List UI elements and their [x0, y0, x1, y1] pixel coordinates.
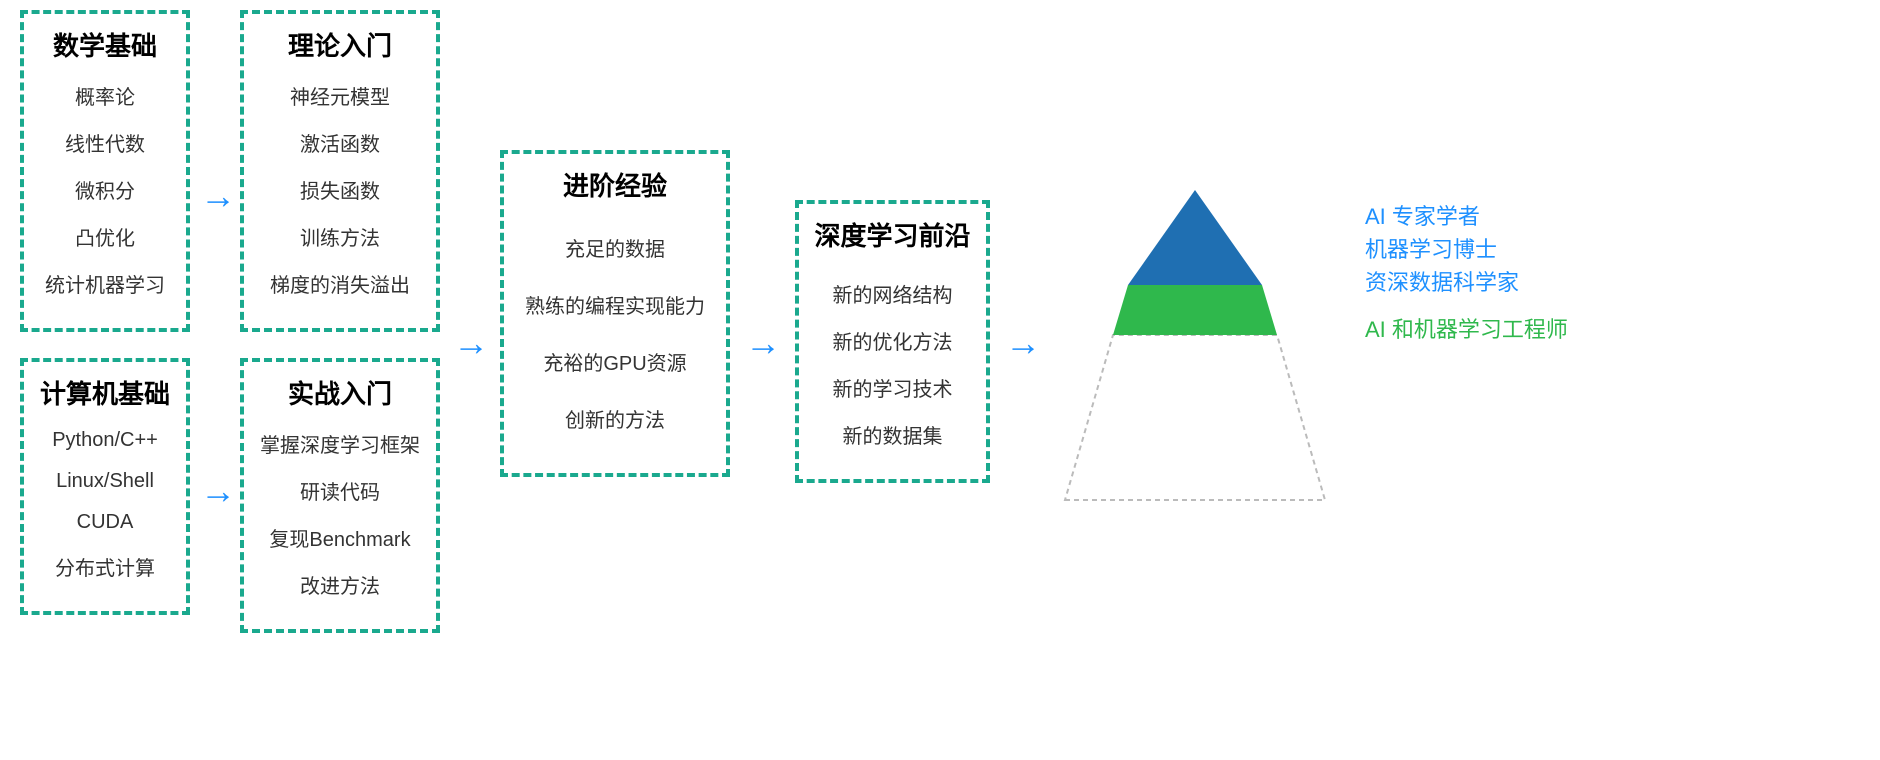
box-item: 新的学习技术 — [809, 373, 976, 402]
box-item: Python/C++ — [34, 429, 176, 452]
label-line: 资深数据科学家 — [1365, 266, 1568, 299]
box-item: 分布式计算 — [34, 552, 176, 581]
arrow-icon: → — [1005, 322, 1041, 364]
arrow-icon: → — [200, 470, 236, 512]
arrow-icon: → — [453, 322, 489, 364]
box-item: 微积分 — [34, 175, 176, 204]
box-item: 线性代数 — [34, 128, 176, 157]
box-item: 凸优化 — [34, 222, 176, 251]
box-item: 新的数据集 — [809, 420, 976, 449]
box-title: 深度学习前沿 — [809, 216, 976, 253]
box-practice-intro: 实战入门 掌握深度学习框架 研读代码 复现Benchmark 改进方法 — [240, 358, 440, 633]
box-item: 熟练的编程实现能力 — [514, 290, 716, 319]
box-item: 改进方法 — [254, 570, 426, 599]
box-item: 梯度的消失溢出 — [254, 269, 426, 298]
box-item: 统计机器学习 — [34, 269, 176, 298]
box-title: 理论入门 — [254, 26, 426, 63]
box-item: CUDA — [34, 511, 176, 534]
label-line: AI 专家学者 — [1365, 200, 1568, 233]
label-line: 机器学习博士 — [1365, 233, 1568, 266]
box-item: 新的优化方法 — [809, 326, 976, 355]
arrow-icon: → — [745, 322, 781, 364]
box-theory-intro: 理论入门 神经元模型 激活函数 损失函数 训练方法 梯度的消失溢出 — [240, 10, 440, 332]
arrow-icon: → — [200, 175, 236, 217]
label-line: AI 和机器学习工程师 — [1365, 313, 1568, 346]
box-title: 进阶经验 — [514, 166, 716, 203]
box-item: 充裕的GPU资源 — [514, 347, 716, 376]
box-title: 数学基础 — [34, 26, 176, 63]
box-title: 计算机基础 — [34, 374, 176, 411]
pyramid-labels-top: AI 专家学者 机器学习博士 资深数据科学家 AI 和机器学习工程师 — [1365, 200, 1568, 346]
box-item: 复现Benchmark — [254, 523, 426, 552]
box-item: 概率论 — [34, 81, 176, 110]
pyramid-diagram — [1055, 190, 1335, 515]
box-dl-frontier: 深度学习前沿 新的网络结构 新的优化方法 新的学习技术 新的数据集 — [795, 200, 990, 483]
box-item: 训练方法 — [254, 222, 426, 251]
box-item: 充足的数据 — [514, 233, 716, 262]
box-item: 创新的方法 — [514, 404, 716, 433]
box-item: 神经元模型 — [254, 81, 426, 110]
box-item: 新的网络结构 — [809, 279, 976, 308]
box-item: Linux/Shell — [34, 470, 176, 493]
box-title: 实战入门 — [254, 374, 426, 411]
box-item: 研读代码 — [254, 476, 426, 505]
box-advanced-exp: 进阶经验 充足的数据 熟练的编程实现能力 充裕的GPU资源 创新的方法 — [500, 150, 730, 477]
box-item: 激活函数 — [254, 128, 426, 157]
box-item: 损失函数 — [254, 175, 426, 204]
box-item: 掌握深度学习框架 — [254, 429, 426, 458]
box-math-foundation: 数学基础 概率论 线性代数 微积分 凸优化 统计机器学习 — [20, 10, 190, 332]
box-cs-foundation: 计算机基础 Python/C++ Linux/Shell CUDA 分布式计算 — [20, 358, 190, 615]
